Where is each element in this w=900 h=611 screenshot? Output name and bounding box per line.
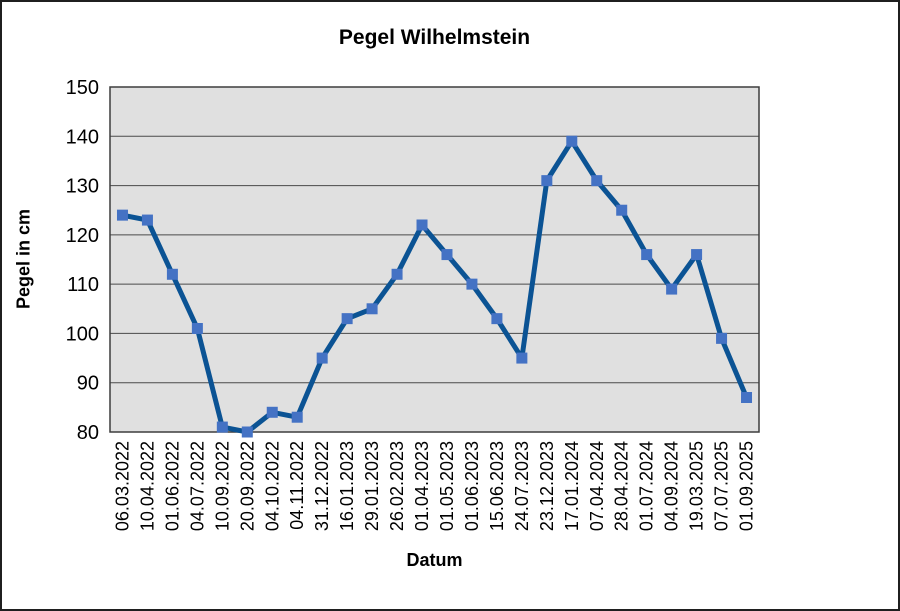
data-point-marker — [341, 313, 353, 325]
data-point-marker — [366, 303, 378, 315]
x-axis-title: Datum — [406, 550, 463, 570]
data-point-marker — [141, 214, 153, 226]
y-tick-label: 120 — [66, 225, 99, 247]
data-point-marker — [466, 278, 478, 290]
y-tick-label: 80 — [77, 422, 99, 444]
data-point-marker — [691, 249, 703, 261]
y-tick-label: 110 — [67, 274, 99, 296]
x-tick-label: 01.07.2024 — [637, 441, 657, 531]
x-tick-label: 01.04.2023 — [412, 441, 432, 531]
x-tick-label: 31.12.2022 — [312, 441, 332, 531]
data-point-marker — [216, 421, 228, 433]
x-tick-label: 28.04.2024 — [612, 441, 632, 531]
x-tick-label: 04.07.2022 — [187, 441, 207, 531]
data-point-marker — [616, 204, 628, 216]
x-tick-label: 20.09.2022 — [237, 441, 257, 531]
data-point-marker — [716, 332, 728, 344]
data-point-marker — [266, 406, 278, 418]
x-tick-label: 01.06.2023 — [462, 441, 482, 531]
data-point-marker — [441, 249, 453, 261]
x-tick-label: 24.07.2023 — [512, 441, 532, 531]
chart-title: Pegel Wilhelmstein — [338, 26, 531, 49]
x-tick-label: 23.12.2023 — [537, 441, 557, 531]
y-tick-label: 140 — [66, 126, 99, 148]
x-tick-label: 17.01.2024 — [562, 441, 582, 531]
x-tick-label: 15.06.2023 — [487, 441, 507, 531]
x-tick-label: 04.10.2022 — [262, 441, 282, 531]
x-tick-label: 26.02.2023 — [387, 441, 407, 531]
x-tick-label: 19.03.2025 — [687, 441, 707, 531]
x-tick-label: 01.05.2023 — [437, 441, 457, 531]
data-point-marker — [241, 426, 253, 438]
y-tick-label: 90 — [77, 373, 99, 395]
data-point-marker — [391, 268, 403, 280]
x-tick-label: 06.03.2022 — [112, 441, 132, 531]
x-tick-label: 01.06.2022 — [162, 441, 182, 531]
data-point-marker — [191, 323, 203, 334]
data-point-marker — [291, 411, 303, 423]
data-point-marker — [541, 175, 553, 187]
x-tick-label: 16.01.2023 — [337, 441, 357, 531]
y-tick-label: 100 — [66, 323, 99, 345]
y-tick-label: 130 — [66, 176, 99, 198]
data-point-marker — [591, 175, 603, 187]
data-point-marker — [166, 268, 178, 280]
x-tick-label: 04.11.2022 — [287, 441, 307, 530]
data-point-marker — [566, 135, 578, 147]
plot-border — [109, 86, 760, 433]
x-tick-label: 10.09.2022 — [212, 441, 232, 531]
x-tick-label: 07.07.2025 — [712, 441, 732, 531]
x-tick-label: 10.04.2022 — [137, 441, 157, 531]
x-tick-label: 04.09.2024 — [662, 441, 682, 531]
data-point-marker — [491, 313, 503, 325]
data-point-marker — [666, 283, 678, 295]
plot-background — [110, 87, 759, 432]
data-point-marker — [116, 209, 128, 221]
data-point-marker — [516, 352, 528, 364]
data-point-marker — [641, 249, 653, 261]
data-point-marker — [316, 352, 328, 364]
data-point-marker — [741, 392, 753, 403]
x-tick-label: 01.09.2025 — [737, 441, 757, 531]
y-tick-label: 150 — [66, 77, 99, 99]
x-tick-label: 29.01.2023 — [362, 441, 382, 531]
x-tick-label: 07.04.2024 — [587, 441, 607, 531]
data-point-marker — [416, 219, 428, 231]
